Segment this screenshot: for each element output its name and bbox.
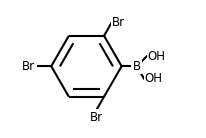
Text: Br: Br (22, 60, 35, 73)
Text: OH: OH (148, 50, 166, 63)
Text: Br: Br (112, 16, 125, 29)
Text: OH: OH (145, 72, 163, 85)
Text: Br: Br (90, 111, 103, 124)
Text: B: B (133, 60, 141, 73)
